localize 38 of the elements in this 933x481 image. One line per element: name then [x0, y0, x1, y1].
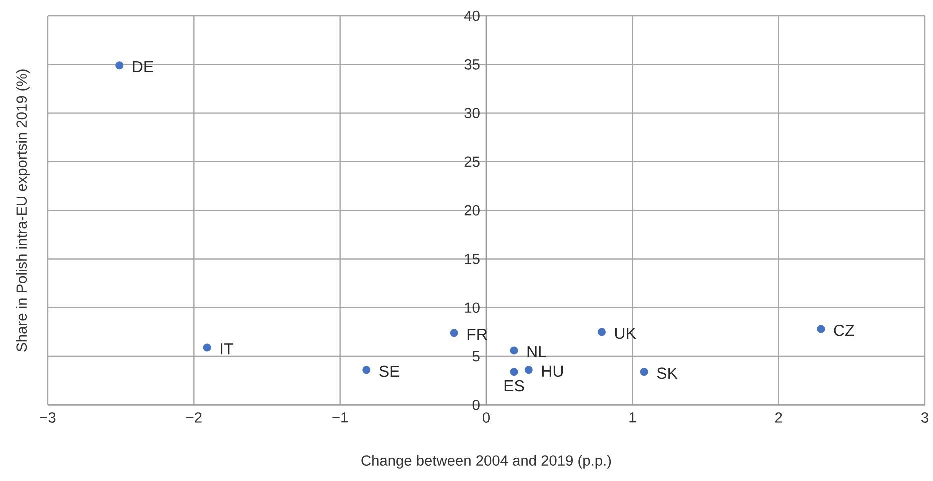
- point: [817, 325, 826, 334]
- y-tick-label: 0: [472, 400, 480, 410]
- point: [116, 62, 124, 70]
- point: [640, 368, 648, 376]
- x-axis-title: Change between 2004 and 2019 (p.p.): [362, 455, 612, 469]
- y-tick-label: 30: [464, 108, 480, 118]
- annotation: SE: [380, 366, 400, 378]
- y-tick-label: 25: [464, 156, 480, 168]
- x-tick-label: 1: [630, 412, 636, 423]
- annotation: SK: [657, 368, 678, 380]
- y-tick-label: 20: [464, 205, 480, 216]
- annotation: FR: [468, 328, 488, 340]
- x-tick-label: −1: [332, 412, 348, 423]
- x-tick-label: −3: [40, 412, 56, 423]
- point: [510, 368, 518, 376]
- annotation: NL: [528, 346, 546, 358]
- annotation: HU: [542, 366, 564, 377]
- y-tick-label: 40: [464, 10, 480, 22]
- y-tick-label: 10: [465, 302, 480, 313]
- annotation: CZ: [834, 324, 854, 336]
- x-tick-label: −2: [186, 412, 202, 423]
- y-tick-label: 15: [465, 254, 480, 264]
- x-tick-label: 0: [482, 412, 490, 423]
- x-tick-label: 3: [922, 412, 928, 423]
- point: [598, 328, 606, 336]
- point: [450, 329, 458, 338]
- annotation: ES: [504, 380, 524, 392]
- annotation: UK: [615, 328, 636, 340]
- point: [510, 346, 518, 355]
- x-tick-label: 2: [775, 412, 782, 423]
- point: [203, 344, 212, 352]
- point: [524, 366, 533, 374]
- annotation: DE: [133, 61, 154, 72]
- y-tick-label: 35: [464, 59, 480, 70]
- point: [362, 366, 371, 374]
- annotation: IT: [221, 344, 234, 355]
- y-axis-title: Share in Polish intra-EU exportsin 2019 (%): [16, 70, 30, 352]
- y-tick-label: 5: [472, 351, 480, 362]
